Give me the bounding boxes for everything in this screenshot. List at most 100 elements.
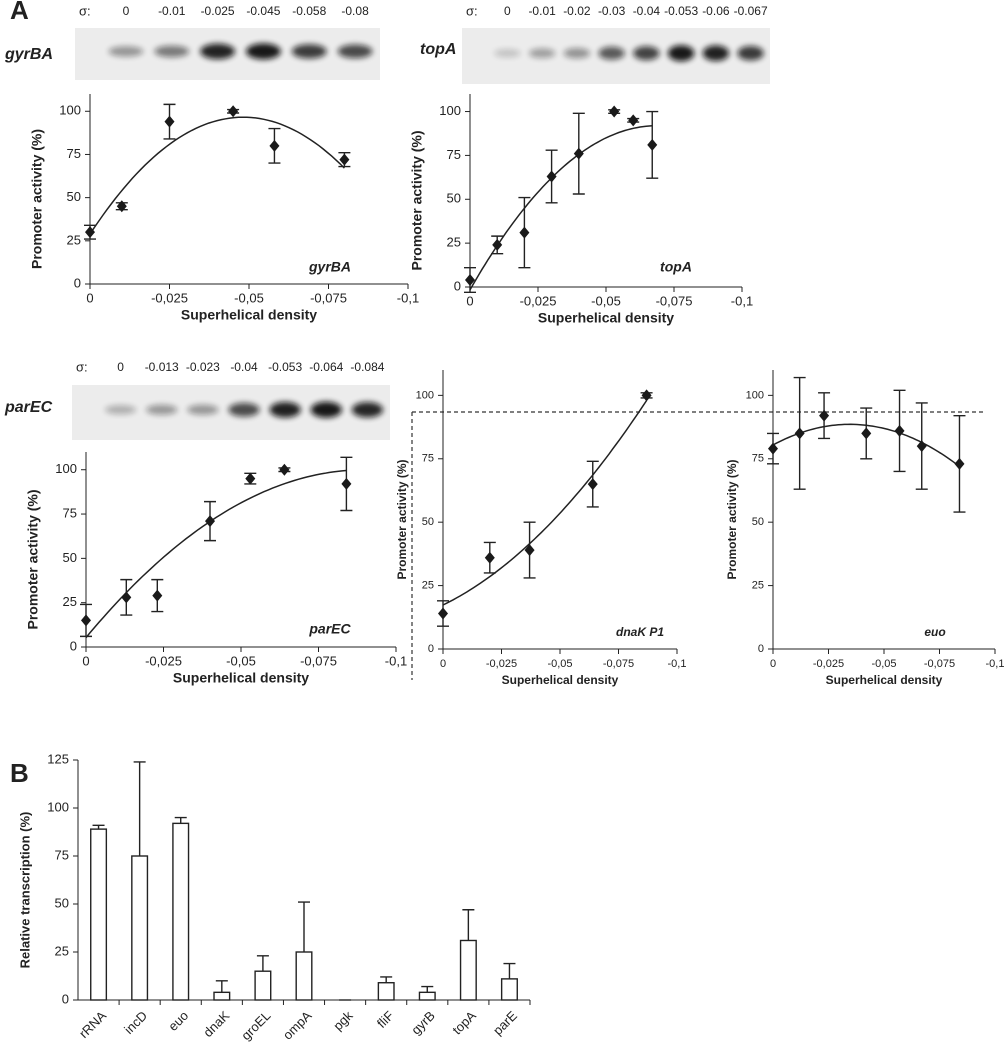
x-tick-label: incD — [121, 1008, 150, 1037]
x-tick-label: 0 — [440, 658, 446, 670]
y-tick-label: 0 — [74, 275, 81, 290]
data-point — [152, 589, 163, 602]
lane-label: -0.02 — [563, 4, 591, 18]
y-tick-label: 75 — [422, 453, 434, 465]
data-point — [894, 424, 905, 437]
x-axis-label: Superhelical density — [538, 310, 674, 326]
x-tick-label: -0,025 — [520, 293, 557, 308]
data-point — [164, 115, 175, 128]
x-tick-label: -0,075 — [924, 658, 955, 670]
lane-label: -0.06 — [702, 4, 730, 18]
error-bar — [92, 824, 105, 830]
x-axis-label: Superhelical density — [502, 673, 619, 687]
data-point — [121, 591, 132, 604]
data-point — [339, 153, 350, 166]
x-tick-label: -0,05 — [871, 658, 896, 670]
gel-label: gyrBA — [4, 46, 53, 63]
gel-band — [702, 45, 730, 61]
error-bar — [215, 980, 228, 993]
data-point — [205, 515, 215, 528]
annotation: parEC — [308, 621, 351, 637]
y-axis-label: Relative transcription (%) — [17, 812, 32, 969]
lane-label: -0.064 — [309, 360, 343, 374]
data-point — [524, 544, 535, 557]
lane-label: -0.084 — [350, 360, 384, 374]
x-tick-label: rRNA — [76, 1008, 109, 1041]
gel-band — [200, 43, 235, 60]
lane-label: -0.01 — [528, 4, 556, 18]
lane-label: -0.04 — [230, 360, 258, 374]
gel-band — [228, 402, 260, 417]
x-tick-label: -0,05 — [234, 290, 264, 305]
panel-label: B — [10, 758, 29, 788]
x-tick-label: groEL — [238, 1008, 273, 1043]
data-point — [819, 409, 830, 422]
error-bar — [133, 761, 146, 856]
lane-label: -0.023 — [186, 360, 220, 374]
lane-label: -0.013 — [145, 360, 179, 374]
gel-band — [528, 48, 556, 59]
data-point — [768, 442, 778, 455]
data-point — [573, 147, 584, 160]
x-tick-label: -0,05 — [591, 293, 621, 308]
x-tick-label: -0,1 — [385, 653, 407, 668]
bar — [172, 822, 190, 1001]
lane-label: -0.053 — [268, 360, 302, 374]
data-point — [519, 226, 530, 239]
data-point — [861, 427, 872, 440]
y-axis-label: Promoter activity (%) — [25, 489, 41, 629]
y-tick-label: 75 — [67, 146, 81, 161]
sigma-label: σ: — [466, 3, 478, 18]
gel-band — [104, 405, 137, 415]
lane-label: -0.04 — [633, 4, 661, 18]
data-point — [609, 105, 620, 118]
data-point — [492, 238, 503, 251]
x-tick-label: -0,025 — [151, 290, 188, 305]
bar — [213, 991, 231, 1001]
data-point — [465, 273, 475, 286]
data-point — [228, 105, 239, 118]
y-tick-label: 0 — [454, 278, 461, 293]
sigma-label: σ: — [76, 359, 88, 374]
error-bar — [421, 985, 434, 993]
y-axis-label: Promoter activity (%) — [29, 129, 45, 269]
gel-band — [291, 44, 327, 59]
y-axis-label: Promoter activity (%) — [725, 459, 739, 579]
y-tick-label: 75 — [752, 453, 764, 465]
y-tick-label: 100 — [439, 103, 461, 118]
x-tick-label: -0,075 — [656, 293, 693, 308]
bar — [500, 978, 518, 1001]
data-point — [484, 551, 495, 564]
x-tick-label: fliF — [374, 1008, 397, 1031]
gel-band — [245, 43, 281, 60]
x-tick-label: -0,05 — [547, 658, 572, 670]
y-tick-label: 100 — [416, 389, 434, 401]
x-tick-label: -0,1 — [731, 293, 753, 308]
gel-band — [269, 401, 301, 418]
gel-label: parEC — [4, 399, 53, 416]
gel-band — [737, 45, 764, 61]
gel-band — [146, 404, 178, 415]
bar — [131, 855, 149, 1001]
bar — [377, 982, 395, 1001]
x-tick-label: -0,1 — [986, 658, 1005, 670]
x-tick-label: -0,075 — [603, 658, 634, 670]
data-point — [116, 200, 127, 213]
x-tick-label: -0,075 — [300, 653, 337, 668]
bar — [90, 828, 108, 1001]
data-point — [641, 389, 652, 402]
bar — [459, 939, 477, 1001]
y-tick-label: 100 — [47, 799, 69, 814]
data-point — [916, 440, 927, 453]
gel-band — [108, 46, 144, 57]
lane-label: -0.045 — [246, 4, 280, 18]
error-bar — [174, 816, 187, 824]
y-tick-label: 25 — [63, 594, 77, 609]
x-tick-label: -0,025 — [486, 658, 517, 670]
gel-band — [337, 44, 373, 59]
y-tick-label: 100 — [746, 389, 764, 401]
y-tick-label: 75 — [55, 847, 69, 862]
data-point — [438, 607, 448, 620]
y-tick-label: 50 — [55, 895, 69, 910]
